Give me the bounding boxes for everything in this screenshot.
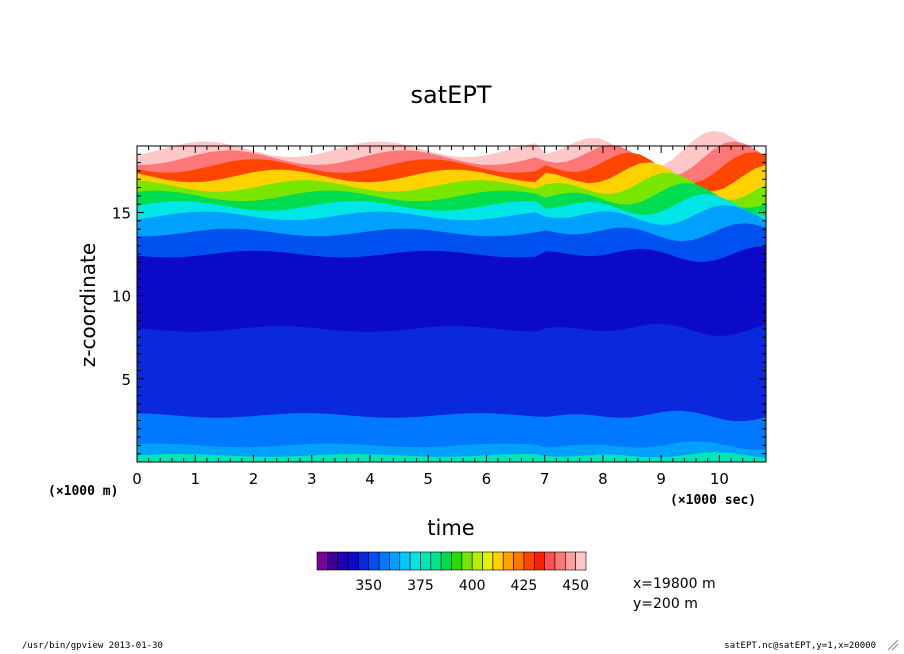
x-tick-label: 10	[710, 470, 729, 488]
x-tick-label: 6	[482, 470, 492, 488]
y-axis: 5 10 15	[112, 145, 766, 463]
colorbar-swatch	[523, 551, 535, 571]
colorbar-swatch	[337, 551, 349, 571]
colorbar-label: 375	[407, 578, 434, 594]
colorbar-swatch	[316, 551, 328, 571]
x-tick-label: 4	[365, 470, 375, 488]
y-tick-label: 5	[121, 371, 131, 389]
colorbar-swatch	[471, 551, 483, 571]
x-tick-label: 5	[423, 470, 433, 488]
plot-area	[136, 130, 767, 463]
side-info-y: y=200 m	[633, 596, 698, 612]
colorbar-swatch	[565, 551, 576, 571]
colorbar-label: 450	[562, 578, 589, 594]
colorbar-swatch	[502, 551, 514, 571]
colorbar-swatch	[544, 551, 556, 571]
colorbar-swatch	[409, 551, 421, 571]
y-tick-label: 15	[112, 205, 131, 223]
colorbar-swatch	[482, 551, 494, 571]
colorbar-label: 400	[459, 578, 486, 594]
colorbar-label: 350	[355, 578, 382, 594]
chart-title: satEPT	[411, 81, 492, 109]
colorbar-swatch	[368, 551, 380, 571]
colorbar-swatch	[533, 551, 545, 571]
colorbar-swatch	[461, 551, 473, 571]
colorbar-swatch	[554, 551, 566, 571]
x-tick-label: 3	[307, 470, 317, 488]
y-tick-label: 10	[112, 288, 131, 306]
footer-right: satEPT.nc@satEPT,y=1,x=20000	[724, 641, 876, 651]
x-tick-label: 9	[656, 470, 666, 488]
resize-grip-icon[interactable]	[886, 638, 898, 650]
x-tick-label: 2	[249, 470, 259, 488]
colorbar: 350 375 400 425 450	[316, 551, 589, 594]
colorbar-swatch	[440, 551, 452, 571]
x-tick-label: 0	[132, 470, 142, 488]
colorbar-swatch	[327, 551, 338, 571]
colorbar-swatch	[389, 551, 401, 571]
colorbar-label: 425	[511, 578, 538, 594]
y-unit-note: (×1000 m)	[48, 484, 118, 499]
x-tick-label: 1	[190, 470, 200, 488]
x-axis-label: time	[427, 516, 474, 540]
colorbar-swatch	[430, 551, 442, 571]
colorbar-swatch	[420, 551, 432, 571]
colorbar-swatch	[575, 551, 587, 571]
colorbar-swatch	[451, 551, 463, 571]
contour-band	[137, 452, 766, 462]
x-tick-label: 8	[598, 470, 608, 488]
side-info-x: x=19800 m	[633, 576, 716, 592]
y-axis-label: z-coordinate	[76, 243, 100, 367]
x-unit-note: (×1000 sec)	[670, 493, 756, 508]
colorbar-swatch	[399, 551, 411, 571]
x-axis: 0 1 2 3 4 5 6 7 8 9 10	[132, 146, 767, 488]
colorbar-swatch	[358, 551, 370, 571]
colorbar-swatch	[513, 551, 525, 571]
colorbar-swatch	[347, 551, 359, 571]
colorbar-swatch	[378, 551, 390, 571]
x-tick-label: 7	[540, 470, 550, 488]
colorbar-swatch	[492, 551, 504, 571]
footer-left: /usr/bin/gpview 2013-01-30	[22, 641, 163, 651]
